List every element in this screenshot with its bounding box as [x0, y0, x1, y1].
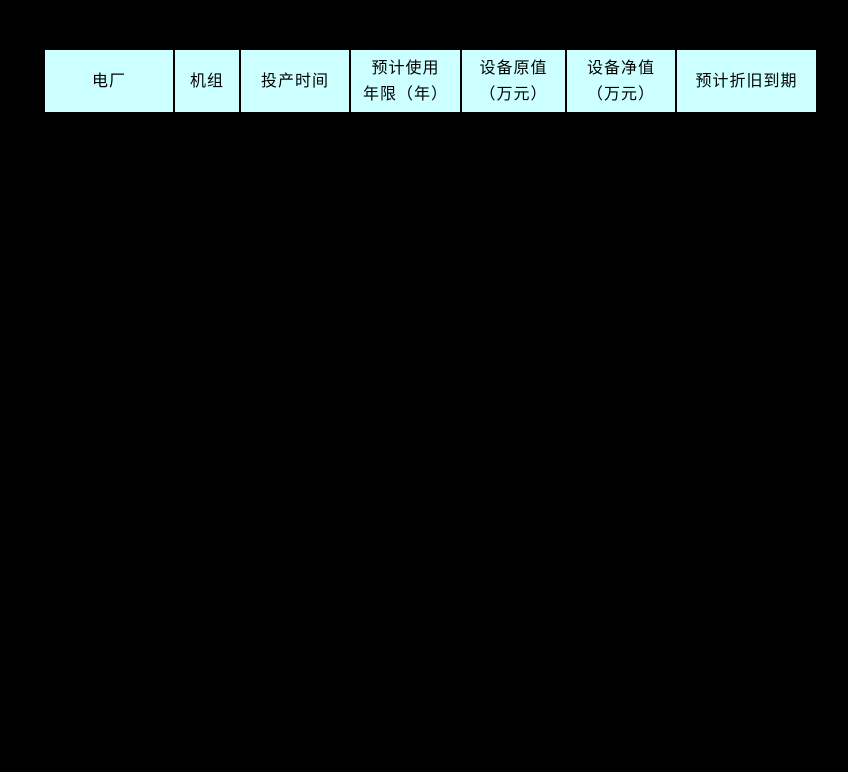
header-cell-equipment-net-value: 设备净值 （万元）	[567, 50, 677, 112]
asset-depreciation-table: 电厂 机组 投产时间 预计使用 年限（年） 设备原值 （万元） 设备净值 （万元…	[45, 50, 816, 112]
header-cell-equipment-original-value: 设备原值 （万元）	[462, 50, 567, 112]
header-cell-commission-date: 投产时间	[241, 50, 351, 112]
header-cell-expected-depreciation-expiry: 预计折旧到期	[677, 50, 816, 112]
header-cell-expected-service-life: 预计使用 年限（年）	[351, 50, 462, 112]
header-cell-unit: 机组	[175, 50, 241, 112]
table-header-row: 电厂 机组 投产时间 预计使用 年限（年） 设备原值 （万元） 设备净值 （万元…	[45, 50, 816, 112]
header-cell-power-plant: 电厂	[45, 50, 175, 112]
